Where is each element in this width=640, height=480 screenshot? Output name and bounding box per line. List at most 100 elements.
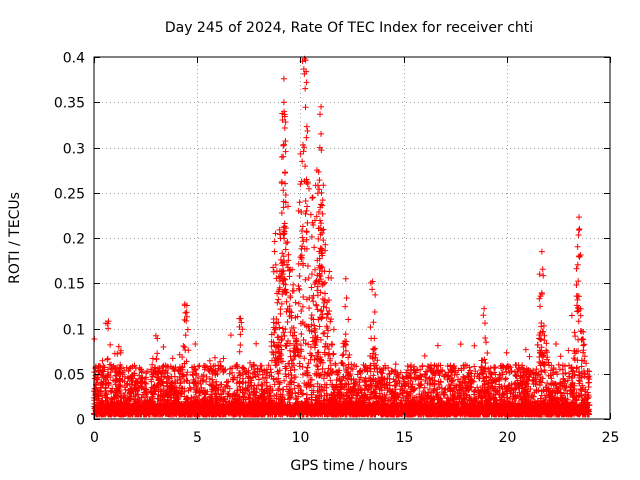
data-point [183, 377, 190, 384]
data-point [346, 351, 353, 358]
data-point [437, 368, 444, 375]
data-point [320, 387, 327, 394]
data-point [363, 364, 370, 371]
data-point [327, 377, 334, 384]
data-point [160, 373, 167, 380]
data-point [571, 350, 578, 357]
data-point [557, 353, 564, 360]
data-point [232, 363, 239, 370]
data-point [431, 377, 438, 384]
data-point [212, 391, 219, 398]
data-point [345, 361, 352, 368]
data-point [276, 379, 283, 386]
data-point [276, 339, 283, 346]
data-point [305, 275, 312, 282]
data-point [323, 314, 330, 321]
data-point [537, 374, 544, 381]
data-point [325, 351, 332, 358]
data-point [194, 379, 201, 386]
data-point [292, 338, 299, 345]
data-point [345, 354, 352, 361]
data-point [554, 389, 561, 396]
data-point [299, 303, 306, 310]
data-point [545, 372, 552, 379]
data-point [227, 332, 234, 339]
data-point [320, 330, 327, 337]
data-point [265, 362, 272, 369]
data-point [296, 363, 303, 370]
data-point [477, 367, 484, 374]
data-point [242, 385, 249, 392]
data-point [342, 347, 349, 354]
data-point [290, 362, 297, 369]
data-point [302, 340, 309, 347]
data-point [241, 365, 248, 372]
data-point [158, 370, 165, 377]
data-point [424, 392, 431, 399]
data-point [229, 369, 236, 376]
data-point [470, 391, 477, 398]
data-point [564, 377, 571, 384]
data-point [502, 376, 509, 383]
data-point [578, 363, 585, 370]
data-point [99, 357, 106, 364]
data-point [317, 353, 324, 360]
data-point [575, 369, 582, 376]
data-point [503, 349, 510, 356]
data-point [167, 390, 174, 397]
data-point [272, 362, 279, 369]
data-point [198, 384, 205, 391]
data-point [291, 385, 298, 392]
data-point [463, 391, 470, 398]
data-point [575, 393, 582, 400]
data-point [524, 368, 531, 375]
data-point [299, 319, 306, 326]
data-point [397, 369, 404, 376]
data-point [420, 395, 427, 402]
data-point [367, 362, 374, 369]
data-point [449, 377, 456, 384]
data-point [192, 341, 199, 348]
data-point [245, 373, 252, 380]
data-point [292, 374, 299, 381]
data-point [139, 383, 146, 390]
data-point [284, 318, 291, 325]
data-point [581, 358, 588, 365]
data-point [306, 305, 313, 312]
data-point [267, 385, 274, 392]
data-point [570, 355, 577, 362]
data-point [300, 336, 307, 343]
data-point [305, 323, 312, 330]
data-point [299, 363, 306, 370]
data-point [386, 371, 393, 378]
data-point [382, 362, 389, 369]
data-point [348, 365, 355, 372]
data-point [319, 365, 326, 372]
data-point [280, 386, 287, 393]
data-point [314, 306, 321, 313]
data-point [109, 365, 116, 372]
data-point [565, 347, 572, 354]
data-point [493, 388, 500, 395]
data-point [392, 389, 399, 396]
data-point [579, 335, 586, 342]
data-point [371, 365, 378, 372]
data-point [440, 390, 447, 397]
data-point [209, 370, 216, 377]
data-point [570, 367, 577, 374]
data-point [572, 333, 579, 340]
data-point [573, 364, 580, 371]
data-point [270, 375, 277, 382]
data-point [378, 387, 385, 394]
data-point [283, 308, 290, 315]
data-point [160, 343, 167, 350]
data-point [300, 262, 307, 269]
data-point [455, 367, 462, 374]
data-point [220, 355, 227, 362]
data-point [534, 341, 541, 348]
data-point [260, 390, 267, 397]
data-point [354, 392, 361, 399]
data-point [217, 381, 224, 388]
data-point [427, 365, 434, 372]
data-point [422, 377, 429, 384]
